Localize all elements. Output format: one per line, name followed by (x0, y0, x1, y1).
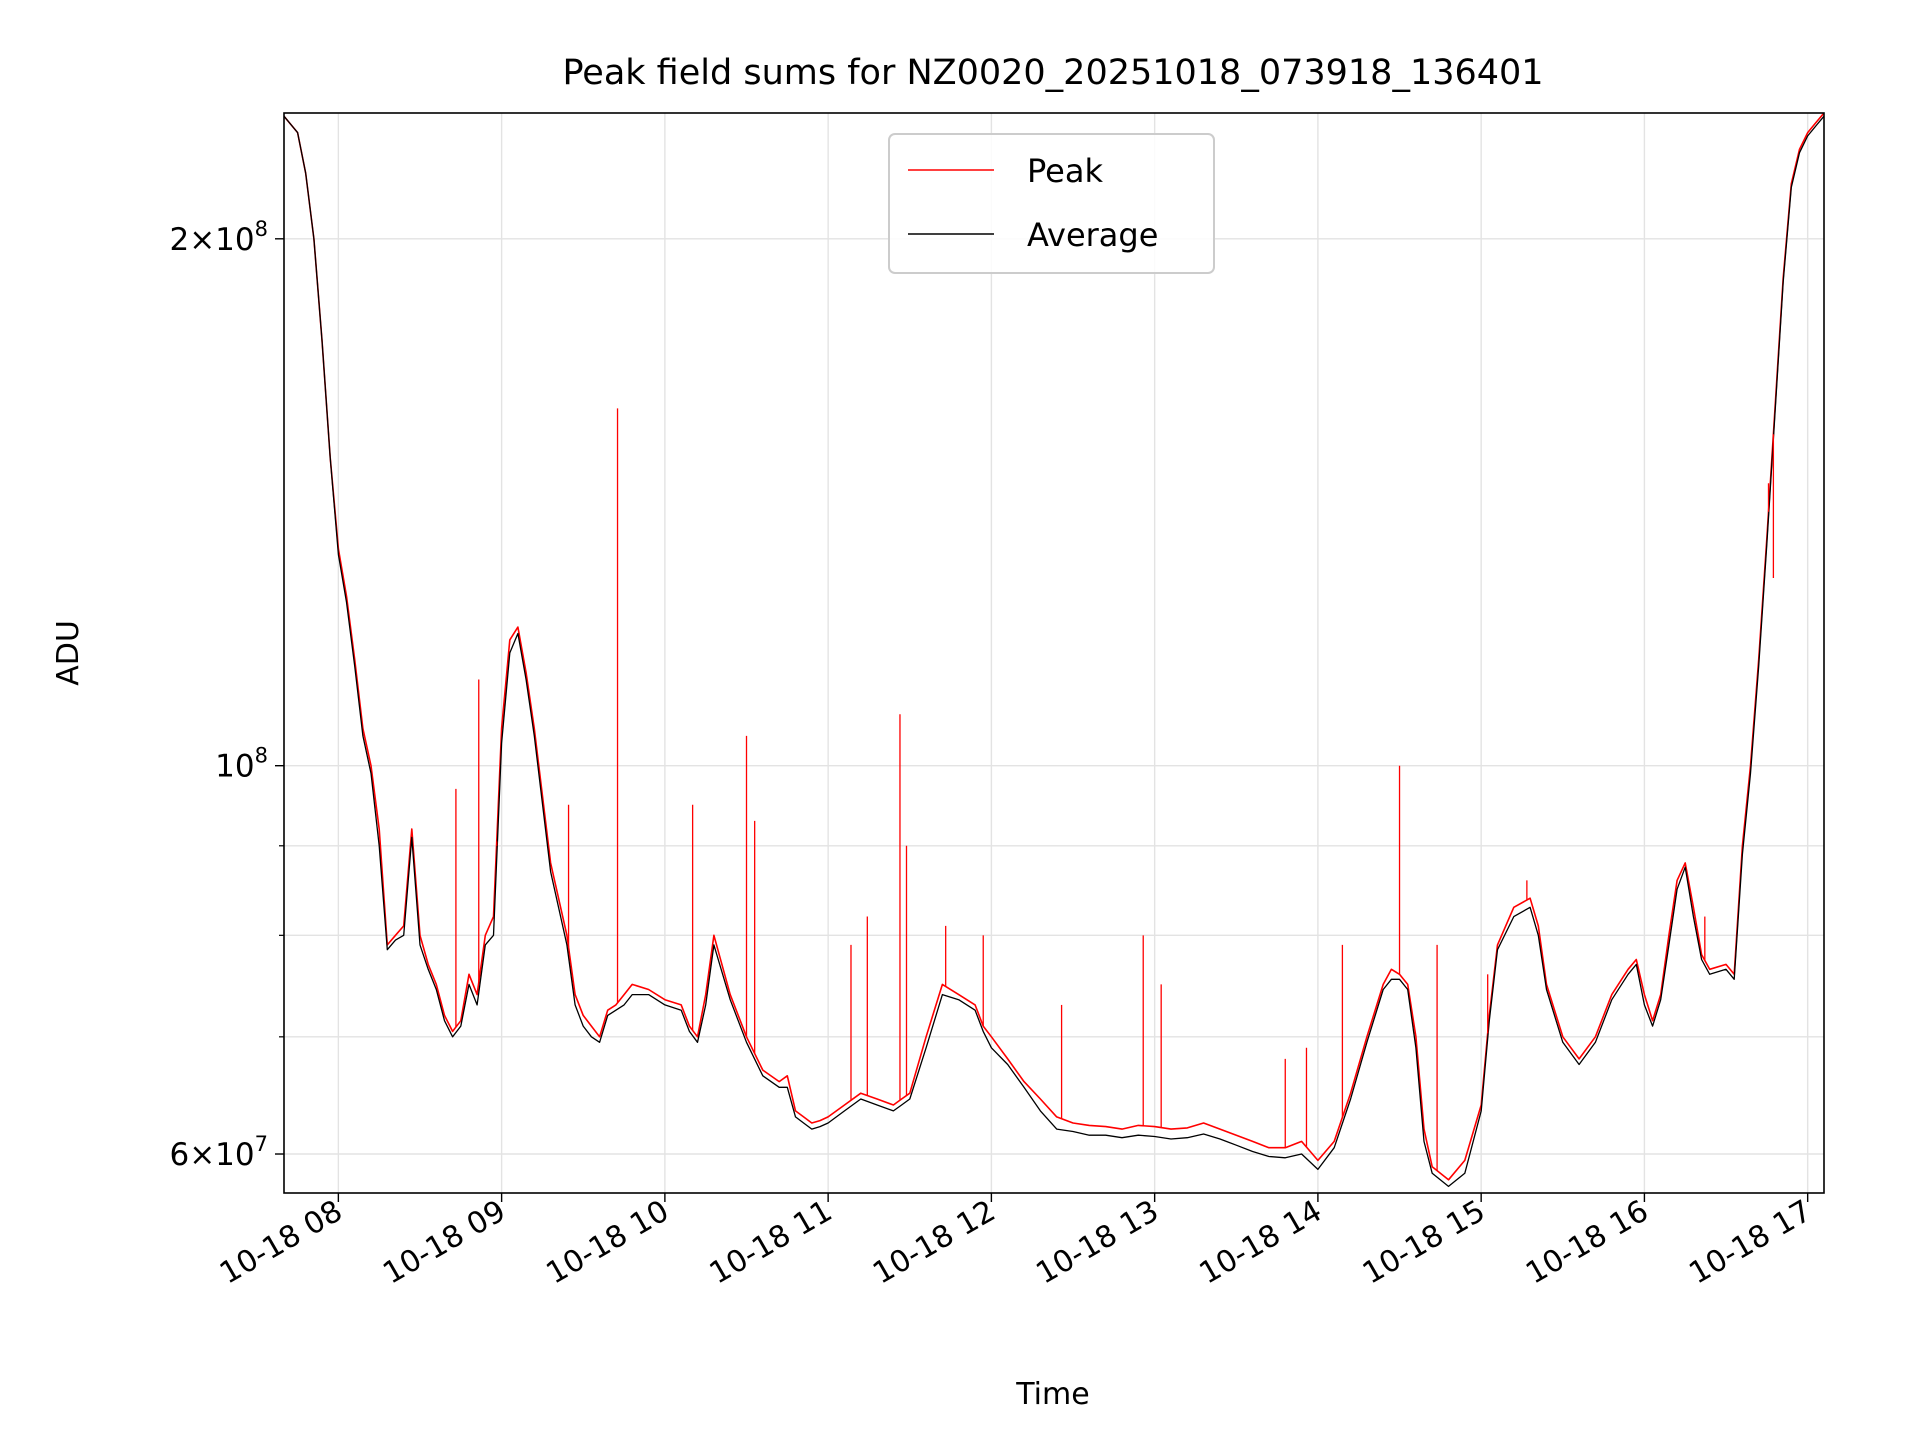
x-axis-label: Time (1015, 1377, 1089, 1412)
plot-frame (283, 112, 1825, 1194)
grid (284, 113, 1824, 1193)
legend-peak-label: Peak (1027, 152, 1103, 190)
legend-box (888, 133, 1215, 274)
y-axis-label: ADU (51, 620, 86, 686)
y-tick-label: 2×108 (169, 217, 268, 258)
peak-series-line (284, 113, 1824, 1181)
y-tick-label: 6×107 (169, 1132, 268, 1173)
y-axis: 6×107 108 2×108 (169, 217, 284, 1173)
series-layer (284, 113, 1824, 1188)
chart-title: Peak field sums for NZ0020_20251018_0739… (562, 53, 1543, 93)
y-tick-label: 108 (215, 744, 268, 785)
average-series-line (284, 115, 1824, 1188)
legend: Peak Average (888, 133, 1215, 274)
legend-average-label: Average (1027, 216, 1158, 254)
